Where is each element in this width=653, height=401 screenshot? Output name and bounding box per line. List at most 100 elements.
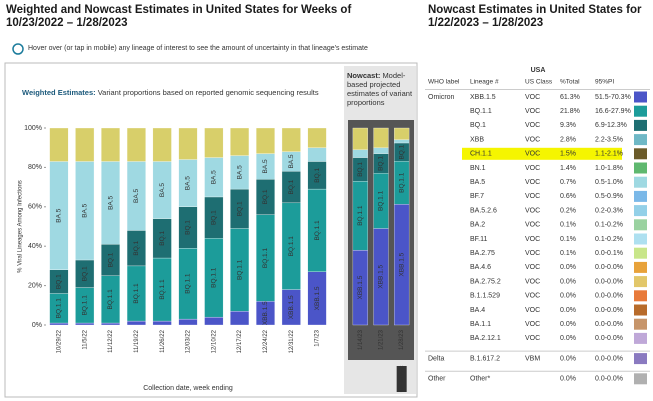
segment-label: BQ.1.1 [314, 220, 321, 241]
table-cell: 0.0-0.0% [595, 307, 623, 314]
x-tick-label: 12/31/22 [289, 329, 295, 353]
bar-segment [256, 127, 275, 154]
segment-label: BQ.1.1 [159, 279, 166, 300]
color-swatch [634, 134, 647, 146]
highlight [462, 147, 622, 160]
segment-label: BA.5 [81, 203, 88, 217]
table-cell: 0.0-0.0% [595, 321, 623, 328]
table-cell: 0.1% [560, 222, 576, 229]
nowcast-subtitle: Nowcast: Model-based projected estimates… [347, 71, 415, 107]
table-cell: B.1.617.2 [470, 355, 500, 362]
y-tick-label: 40% [28, 243, 42, 250]
column-header: WHO label [428, 79, 460, 86]
segment-label: BA.5 [133, 189, 140, 203]
table-cell: 0.0% [560, 355, 576, 362]
table-cell: 16.6-27.9% [595, 108, 631, 115]
table-cell: 0.0-0.0% [595, 335, 623, 342]
hover-note: Hover over (or tap in mobile) any lineag… [28, 45, 368, 52]
color-swatch [634, 233, 647, 245]
x-tick-label: 10/29/22 [56, 329, 62, 353]
segment-label: BA.5 [288, 154, 295, 168]
bar-segment [101, 322, 120, 326]
bar-segment [178, 318, 198, 326]
hover-icon [12, 43, 24, 55]
table-cell: XBB [470, 136, 484, 143]
bar-segment [75, 322, 95, 326]
x-axis-label: Collection date, week ending [143, 385, 233, 392]
table-cell: XBB.1.5 [470, 94, 496, 101]
table-cell: 0.0% [560, 293, 576, 300]
table-cell: 21.8% [560, 108, 580, 115]
bar-segment [75, 127, 95, 162]
color-swatch [634, 373, 647, 385]
bar-segment [49, 127, 69, 162]
segment-label: BQ.1.1 [107, 289, 114, 310]
color-swatch [634, 105, 647, 117]
segment-label: BQ.1.1 [262, 248, 269, 269]
bar-segment [126, 127, 146, 162]
segment-label: BQ.1.1 [357, 205, 364, 226]
x-tick-label: 1/21/23 [379, 329, 385, 350]
y-tick-label: 80% [28, 164, 42, 171]
table-cell: VOC [525, 151, 540, 158]
table-cell: VOC [525, 179, 540, 186]
segment-label: BQ.1 [133, 240, 140, 255]
table-cell: 0.0% [560, 307, 576, 314]
table-cell: BA.2 [470, 222, 485, 229]
color-swatch [634, 290, 647, 302]
segment-label: BQ.1 [262, 189, 269, 204]
color-swatch [634, 318, 647, 330]
segment-label: BA.5 [211, 170, 218, 184]
color-swatch [634, 332, 647, 344]
table-cell: 2.2-3.5% [595, 136, 623, 143]
table-cell: VOC [525, 335, 540, 342]
segment-label: BQ.1.1 [81, 295, 88, 316]
segment-label: BQ.1.1 [211, 267, 218, 288]
segment-label: BQ.1 [357, 162, 364, 177]
table-cell: 0.0% [560, 264, 576, 271]
segment-label: BQ.1.1 [236, 259, 243, 280]
color-swatch [634, 119, 647, 131]
table-cell: VOC [525, 94, 540, 101]
table-cell: 2.8% [560, 136, 576, 143]
table-cell: 0.0% [560, 376, 576, 383]
table-cell: VOC [525, 278, 540, 285]
table-cell: BF.7 [470, 193, 484, 200]
segment-label: BQ.1 [236, 201, 243, 216]
table-cell: BQ.1 [470, 122, 486, 129]
color-swatch [634, 353, 647, 365]
segment-label: BQ.1 [211, 210, 218, 225]
segment-label: BQ.1 [107, 252, 114, 267]
table-cell: BA.4 [470, 307, 485, 314]
table-cell: 0.0% [560, 321, 576, 328]
chart-subtitle: Weighted Estimates: Variant proportions … [22, 88, 322, 97]
color-swatch [634, 176, 647, 188]
color-swatch [634, 247, 647, 259]
table-cell: 0.0% [560, 278, 576, 285]
segment-label: BA.5 [107, 195, 114, 209]
table-cell: BA.2.12.1 [470, 335, 501, 342]
table-cell: VOC [525, 108, 540, 115]
segment-label: BQ.1.1 [56, 298, 63, 319]
table-cell: VOC [525, 307, 540, 314]
table-cell: BA.1.1 [470, 321, 491, 328]
bar-segment [307, 127, 327, 148]
page-title: Weighted and Nowcast Estimates in United… [6, 4, 352, 29]
bar-segment [394, 127, 410, 140]
nowcast-title: Nowcast: [347, 71, 381, 80]
chart-subtitle-text: Variant proportions based on reported ge… [97, 88, 319, 97]
table-cell: VOC [525, 222, 540, 229]
segment-label: XBB.1.5 [288, 295, 295, 319]
table-cell: BA.5 [470, 179, 485, 186]
x-tick-label: 11/5/22 [82, 329, 88, 349]
y-tick-label: 0% [32, 322, 42, 329]
bar-segment [394, 139, 410, 144]
table-cell: 1.4% [560, 165, 576, 172]
segment-label: BQ.1 [56, 274, 63, 289]
bar-segment [126, 320, 146, 326]
segment-label: XBB.1.5 [378, 264, 385, 288]
color-swatch [634, 276, 647, 288]
table-cell: BN.1 [470, 165, 486, 172]
color-swatch [634, 162, 647, 174]
bar-segment [373, 147, 389, 154]
